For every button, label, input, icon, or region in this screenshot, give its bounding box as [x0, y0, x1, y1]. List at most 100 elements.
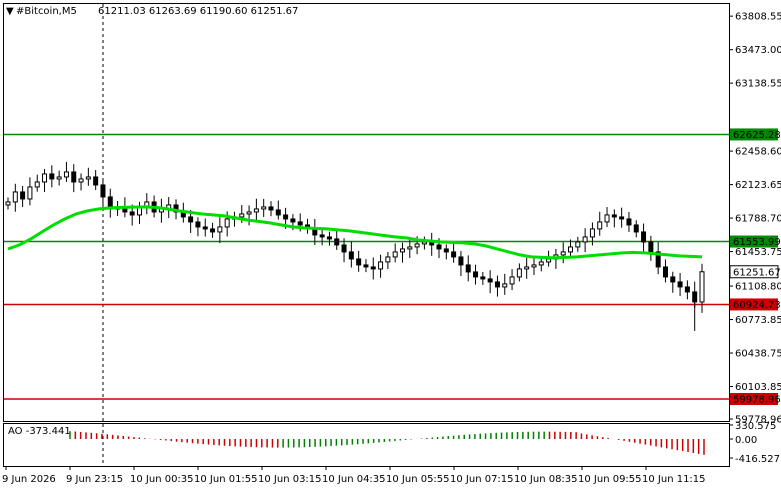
level-tag [730, 393, 778, 406]
candle-body [604, 214, 610, 223]
y-axis: 63808.55 63473.00 63138.55 62458.60 62123.65… [729, 12, 781, 426]
current-price-tag: 61251.67 [729, 265, 781, 279]
candle-body [239, 213, 245, 218]
candle-body [348, 251, 354, 260]
candle-body [589, 228, 595, 238]
candle-body [85, 176, 91, 180]
current-price-label: 61251.67 [733, 267, 781, 278]
moving-average-line [7, 205, 703, 260]
candle-body [12, 191, 18, 203]
candle-body [246, 211, 252, 215]
candle-body [619, 216, 625, 220]
candle-body [436, 244, 442, 250]
level-labels: 62625.28 61553.99 60924.73 59978.96 [730, 128, 781, 406]
candle-body [370, 266, 376, 270]
candle-body [677, 281, 683, 288]
candle-body [283, 214, 289, 220]
x-tick-label: 10 Jun 05:55 [386, 474, 450, 485]
chart-header-arrow[interactable]: ▼ [6, 6, 14, 17]
candle-body [268, 206, 274, 211]
level-tag-label: 62625.28 [733, 130, 781, 141]
candle-body [100, 184, 106, 198]
candle-body [356, 258, 362, 266]
y-tick-label: 62458.60 [735, 147, 781, 158]
candle-body [326, 236, 332, 240]
candle-body [49, 173, 55, 180]
candle-body [319, 234, 325, 238]
y-tick-label: 62123.65 [735, 180, 781, 191]
candle-body [480, 276, 486, 280]
candle-body [494, 281, 500, 288]
x-tick-label: 10 Jun 01:55 [194, 474, 258, 485]
candle-body [451, 251, 457, 258]
candle-body [502, 283, 508, 288]
candle-body [253, 208, 259, 213]
candle-body [334, 238, 340, 246]
level-tag [730, 235, 778, 248]
y-tick-label: 63808.55 [735, 12, 781, 23]
ao-histogram [69, 431, 705, 455]
x-tick-label: 10 Jun 00:35 [130, 474, 194, 485]
chart-header-ohlc: 61211.03 61263.69 61190.60 61251.67 [98, 6, 298, 17]
candle-body [611, 214, 617, 218]
candle-body [93, 176, 99, 186]
candle-body [473, 271, 479, 278]
candle-body [568, 246, 574, 253]
x-tick-label: 9 Jun 2026 [2, 474, 56, 485]
x-tick-label: 10 Jun 11:15 [642, 474, 706, 485]
y-tick-label: 60103.85 [735, 382, 781, 393]
candle-body [670, 276, 676, 283]
x-tick-label: 10 Jun 07:15 [450, 474, 514, 485]
x-tick-label: 9 Jun 23:15 [66, 474, 123, 485]
candle-body [662, 266, 668, 278]
candle-body [633, 224, 639, 233]
candle-body [378, 261, 384, 270]
candle-body [78, 178, 84, 183]
candle-body [655, 251, 661, 268]
candle-body [71, 171, 77, 183]
level-tag-label: 59978.96 [733, 395, 781, 406]
candle-body [224, 218, 230, 228]
candle-body [42, 173, 48, 183]
candle-body [531, 264, 537, 268]
candle-body [363, 264, 369, 268]
candle-body [684, 286, 690, 293]
level-tag [730, 128, 778, 141]
candle-body [582, 236, 588, 243]
ao-y-axis: 330.575 0.00 -416.527 [729, 421, 780, 465]
ao-tick-label: -416.527 [735, 454, 780, 465]
y-tick-label: 61453.75 [735, 247, 781, 258]
candle-body [290, 218, 296, 223]
y-tick-label: 60438.75 [735, 349, 781, 360]
candle-body [188, 216, 194, 223]
candle-body [217, 226, 223, 233]
candle-body [509, 276, 515, 285]
candle-body [275, 209, 281, 216]
candle-body [414, 243, 420, 248]
candles [5, 161, 705, 331]
candle-body [407, 246, 413, 250]
x-axis: 9 Jun 2026 9 Jun 23:15 10 Jun 00:35 10 Jun … [2, 466, 706, 485]
y-tick-label: 59778.96 [735, 415, 781, 426]
chart-header-symbol: #Bitcoin,M5 [16, 6, 77, 17]
level-lines [4, 133, 729, 400]
candle-body [626, 218, 632, 226]
candle-body [546, 258, 552, 263]
candle-body [399, 248, 405, 253]
candle-body [297, 221, 303, 226]
candle-body [392, 251, 398, 258]
candle-body [195, 221, 201, 228]
candle-body [210, 228, 216, 233]
ao-tick-label: 0.00 [735, 435, 757, 446]
level-tag-label: 60924.73 [733, 300, 781, 311]
candle-body [575, 241, 581, 248]
candle-body [443, 248, 449, 253]
y-tick-label: 63138.55 [735, 79, 781, 90]
candle-body [465, 264, 471, 273]
level-tag [730, 298, 778, 311]
x-tick-label: 10 Jun 04:35 [322, 474, 386, 485]
candle-body [202, 226, 208, 230]
y-tick-label: 63473.00 [735, 45, 781, 56]
x-tick-label: 10 Jun 03:15 [258, 474, 322, 485]
